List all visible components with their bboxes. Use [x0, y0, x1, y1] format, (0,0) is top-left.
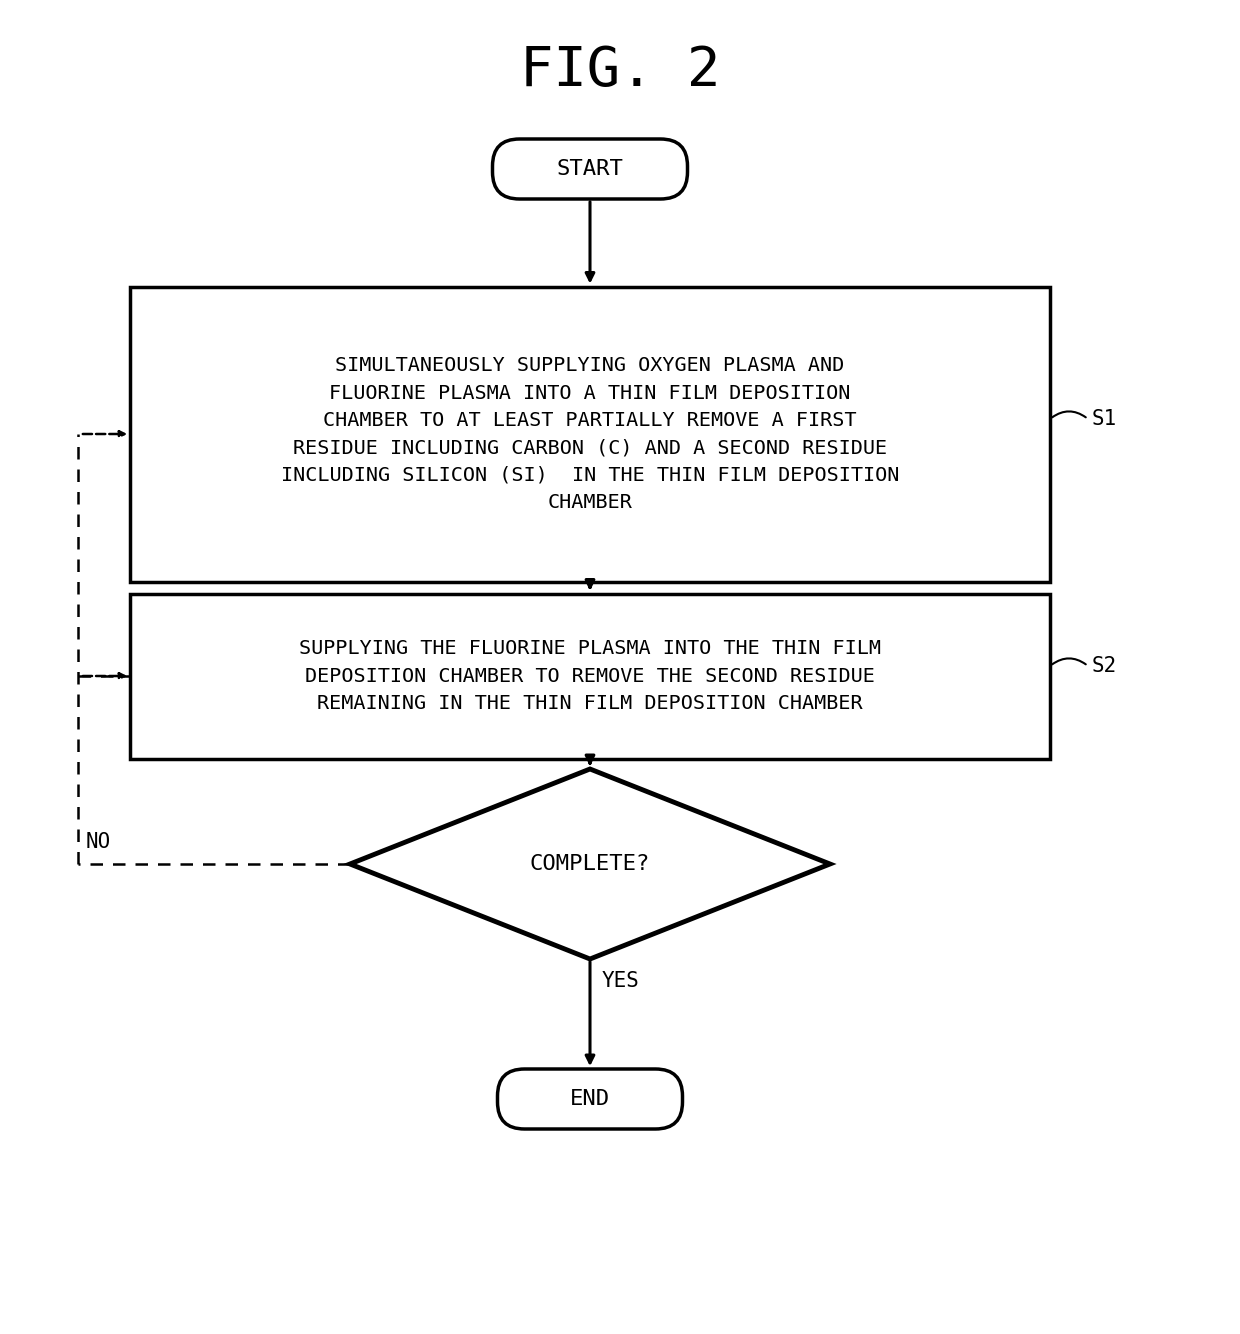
FancyBboxPatch shape [497, 1069, 682, 1129]
Bar [130, 594, 1050, 759]
FancyBboxPatch shape [492, 139, 687, 199]
Polygon shape [350, 768, 830, 959]
Text: START: START [557, 159, 624, 179]
Text: SUPPLYING THE FLUORINE PLASMA INTO THE THIN FILM
DEPOSITION CHAMBER TO REMOVE TH: SUPPLYING THE FLUORINE PLASMA INTO THE T… [299, 639, 880, 712]
Text: YES: YES [601, 971, 640, 991]
Text: COMPLETE?: COMPLETE? [529, 854, 650, 874]
Text: S2: S2 [1092, 656, 1117, 676]
Bar [130, 287, 1050, 582]
Text: END: END [570, 1089, 610, 1109]
Text: FIG. 2: FIG. 2 [520, 44, 720, 97]
Text: SIMULTANEOUSLY SUPPLYING OXYGEN PLASMA AND
FLUORINE PLASMA INTO A THIN FILM DEPO: SIMULTANEOUSLY SUPPLYING OXYGEN PLASMA A… [280, 356, 899, 512]
Text: NO: NO [86, 832, 112, 852]
Text: S1: S1 [1092, 410, 1117, 430]
